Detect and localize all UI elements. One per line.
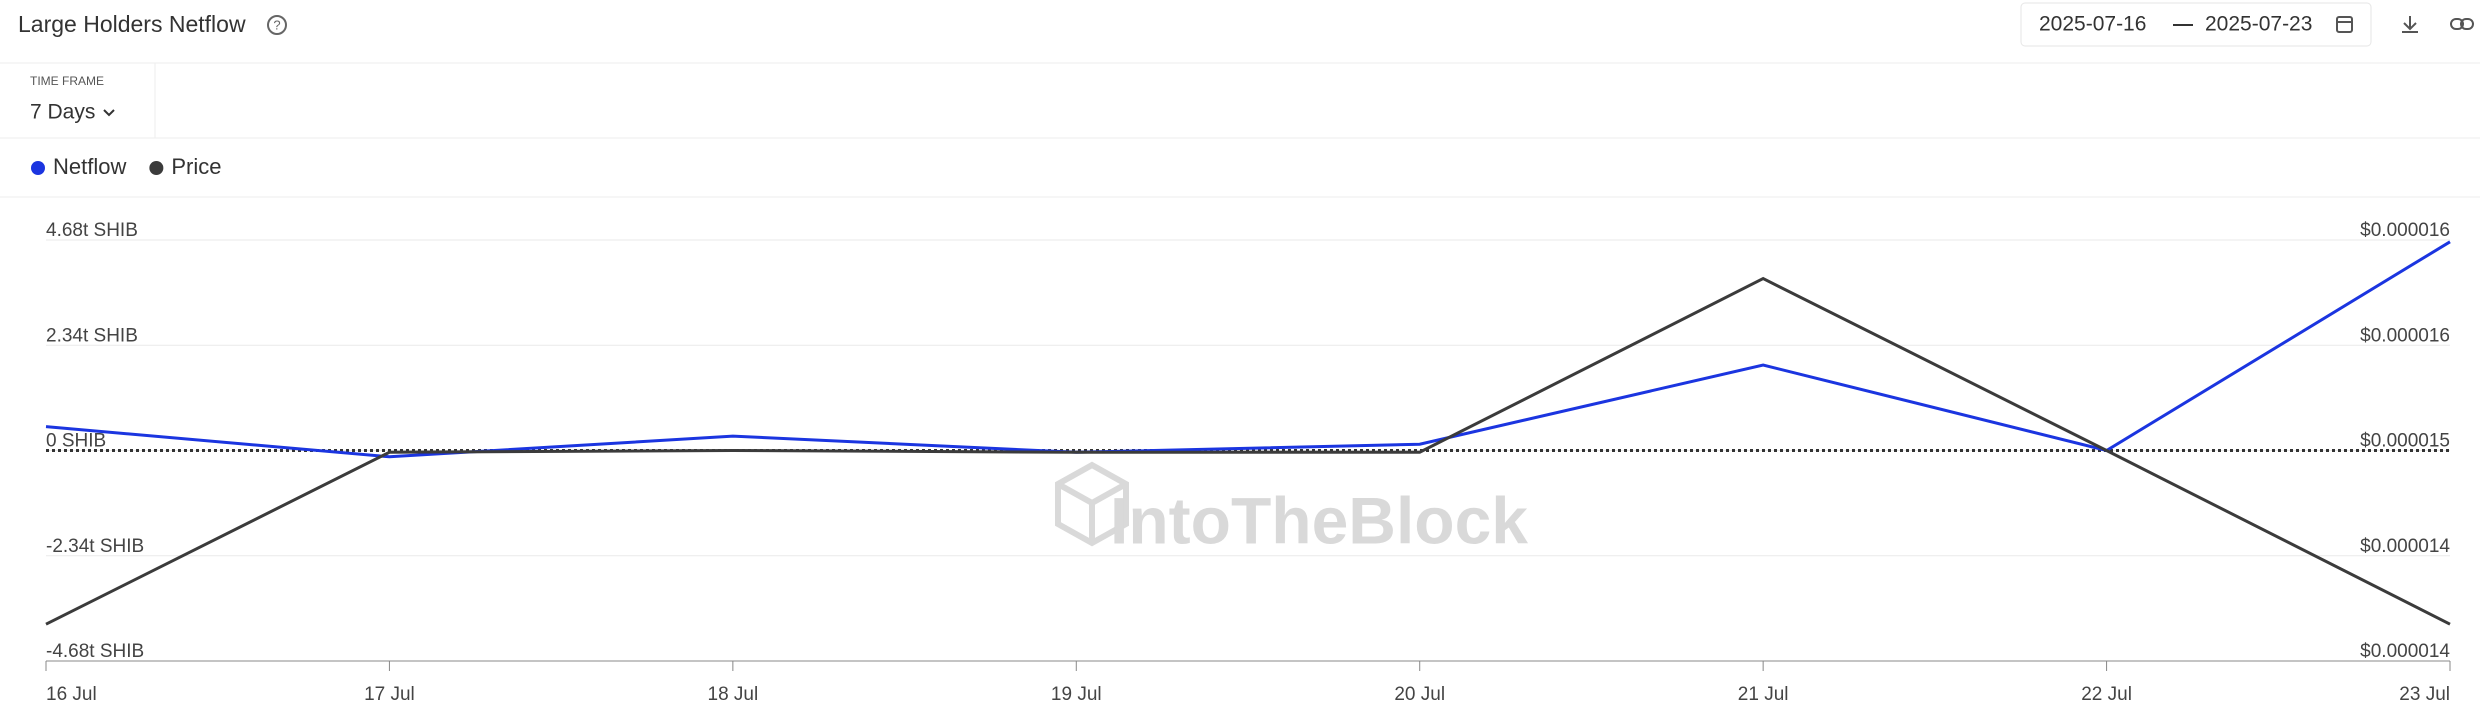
time-frame-label: TIME FRAME — [30, 74, 104, 88]
x-tick-label: 22 Jul — [2081, 684, 2132, 705]
x-tick-label: 20 Jul — [1394, 684, 1445, 705]
x-tick-label: 17 Jul — [364, 684, 415, 705]
y-tick-label: -4.68t SHIB — [46, 641, 144, 662]
y2-tick-label: $0.000016 — [2360, 325, 2450, 346]
help-icon[interactable]: ? — [267, 15, 287, 35]
download-icon[interactable] — [2402, 16, 2418, 33]
x-tick-label: 16 Jul — [46, 684, 97, 705]
y-tick-label: 4.68t SHIB — [46, 220, 138, 241]
dropdown-icon[interactable] — [103, 109, 115, 117]
watermark-text: IntoTheBlock — [1110, 483, 1528, 557]
y-tick-label: 0 SHIB — [46, 431, 106, 452]
y2-tick-label: $0.000014 — [2360, 641, 2450, 662]
x-tick-label: 19 Jul — [1051, 684, 1102, 705]
y2-tick-label: $0.000015 — [2360, 431, 2450, 452]
legend-label: Netflow — [53, 154, 126, 179]
date-end[interactable]: 2025-07-23 — [2205, 13, 2312, 36]
x-tick-label: 23 Jul — [2399, 684, 2450, 705]
y-tick-label: 2.34t SHIB — [46, 325, 138, 346]
title: Large Holders Netflow — [18, 11, 246, 37]
x-tick-label: 21 Jul — [1738, 684, 1789, 705]
y2-tick-label: $0.000016 — [2360, 220, 2450, 241]
legend-label: Price — [171, 154, 221, 179]
link-icon[interactable] — [2450, 18, 2474, 30]
date-range[interactable] — [2020, 2, 2372, 47]
time-frame-value[interactable]: 7 Days — [30, 101, 95, 124]
y-tick-label: -2.34t SHIB — [46, 536, 144, 557]
y2-tick-label: $0.000014 — [2360, 536, 2450, 557]
legend-marker — [149, 161, 164, 175]
legend-marker — [31, 161, 45, 175]
calendar-icon[interactable] — [2336, 16, 2353, 33]
series-line — [45, 276, 2451, 626]
watermark: IntoTheBlock — [1055, 461, 1528, 557]
x-tick-label: 18 Jul — [708, 684, 759, 705]
date-start[interactable]: 2025-07-16 — [2039, 13, 2146, 36]
svg-text:?: ? — [273, 17, 280, 32]
series-line — [45, 240, 2451, 459]
